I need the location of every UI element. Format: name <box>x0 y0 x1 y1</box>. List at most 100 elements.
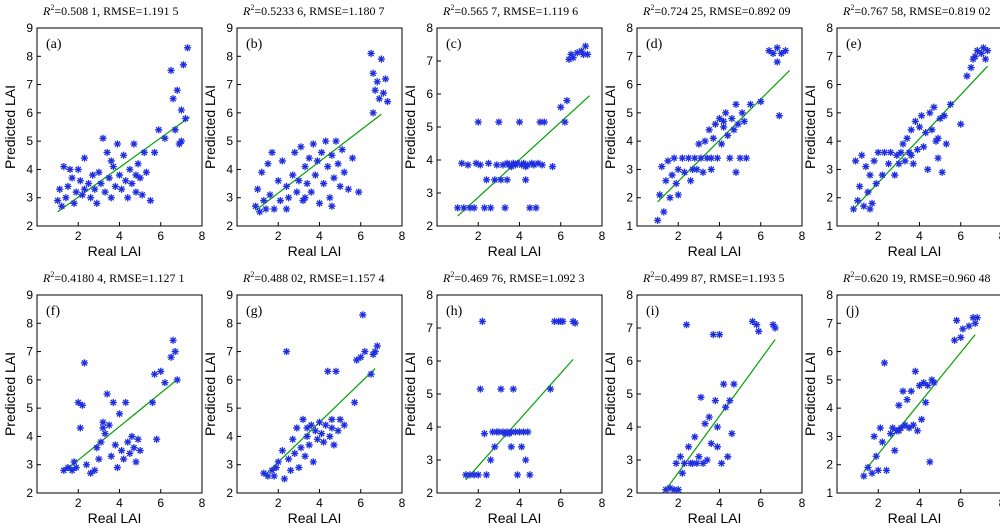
data-point <box>705 126 713 134</box>
data-point <box>701 420 709 428</box>
y-axis-label: Predicted LAI <box>402 85 418 169</box>
data-point <box>905 424 913 432</box>
data-point <box>66 165 74 174</box>
data-point <box>484 159 493 167</box>
stats-label: R2=0.767 58, RMSE=0.819 02 <box>842 3 991 18</box>
stats-label: R2=0.565 7, RMSE=1.119 6 <box>442 3 578 18</box>
data-point <box>293 424 301 432</box>
data-point <box>687 177 695 185</box>
data-point <box>91 466 99 474</box>
data-point <box>305 154 313 162</box>
y-tick-label: 5 <box>226 134 233 148</box>
stats-label: R2=0.508 1, RMSE=1.191 5 <box>42 3 179 18</box>
x-tick-label: 2 <box>675 229 682 243</box>
data-point <box>130 444 138 452</box>
data-point <box>715 114 724 123</box>
data-point <box>305 441 313 449</box>
data-point <box>272 463 280 472</box>
x-tick-label: 8 <box>599 229 606 243</box>
data-point <box>287 466 295 474</box>
data-point <box>907 151 915 159</box>
data-point <box>472 159 480 167</box>
data-point <box>359 311 367 319</box>
data-point <box>353 356 361 364</box>
data-point <box>864 188 872 196</box>
data-point <box>777 49 785 58</box>
data-point <box>930 103 938 111</box>
data-point <box>507 428 515 436</box>
data-point <box>526 471 534 479</box>
data-point <box>577 47 585 55</box>
data-point <box>80 359 89 367</box>
data-point <box>99 424 107 432</box>
panel-label: (d) <box>646 37 663 52</box>
data-point <box>260 469 268 477</box>
data-point <box>282 347 291 356</box>
y-tick-label: 4 <box>626 420 633 434</box>
data-point <box>491 443 499 451</box>
data-point <box>691 154 699 162</box>
stats-label: R2=0.488 02, RMSE=1.157 4 <box>242 270 385 285</box>
data-point <box>274 177 282 185</box>
data-point <box>878 438 886 446</box>
data-point <box>340 421 348 429</box>
data-point <box>965 322 973 330</box>
data-point <box>93 199 101 207</box>
data-point <box>60 163 68 171</box>
data-point <box>709 134 717 142</box>
data-point <box>934 154 942 162</box>
panel-label: (j) <box>846 304 860 319</box>
data-point <box>893 151 901 159</box>
data-point <box>103 390 111 398</box>
stats-label: R2=0.724 25, RMSE=0.892 09 <box>642 3 791 18</box>
data-point <box>730 380 738 388</box>
y-axis-label: Predicted LAI <box>402 352 418 436</box>
x-tick-label: 4 <box>116 229 123 243</box>
data-point <box>773 44 781 52</box>
y-tick-label: 7 <box>826 49 833 63</box>
x-axis-label: Real LAI <box>488 510 542 526</box>
data-point <box>289 435 297 443</box>
data-point <box>858 151 866 159</box>
data-point <box>74 398 82 407</box>
data-point <box>548 163 557 171</box>
data-point <box>120 151 128 159</box>
data-point <box>117 446 126 455</box>
data-point <box>866 205 874 213</box>
y-tick-label: 3 <box>426 453 433 467</box>
data-point <box>268 466 276 474</box>
data-point <box>674 486 682 494</box>
y-tick-label: 8 <box>26 316 33 330</box>
data-point <box>369 109 377 117</box>
y-tick-label: 2 <box>426 219 433 233</box>
data-point <box>111 441 119 449</box>
panel-h: 2 4 6 8 2 3 4 5 6 7 8 Real LAI Predicted LAI R2=0.469… <box>402 270 606 526</box>
y-tick-label: 2 <box>226 486 233 500</box>
data-point <box>260 196 268 205</box>
x-tick-label: 8 <box>399 496 406 510</box>
y-tick-label: 4 <box>826 401 833 415</box>
data-point <box>534 159 542 167</box>
data-point <box>507 443 515 451</box>
data-point <box>501 204 509 212</box>
data-point <box>478 317 486 325</box>
data-point <box>917 112 926 120</box>
data-point <box>854 196 862 205</box>
data-point <box>297 444 305 452</box>
y-tick-label: 6 <box>426 87 433 101</box>
data-point <box>105 174 113 182</box>
data-point <box>95 455 103 463</box>
x-tick-label: 6 <box>557 496 564 510</box>
data-point <box>509 385 517 393</box>
data-point <box>866 171 874 179</box>
data-point <box>295 463 303 472</box>
data-point <box>373 78 381 86</box>
data-point <box>344 185 352 193</box>
data-point <box>177 106 185 114</box>
y-axis-label: Predicted LAI <box>602 352 618 436</box>
data-point <box>480 430 489 438</box>
panel-label: (g) <box>246 304 263 319</box>
y-tick-label: 6 <box>26 373 33 387</box>
data-point <box>662 486 670 494</box>
data-point <box>303 179 311 188</box>
